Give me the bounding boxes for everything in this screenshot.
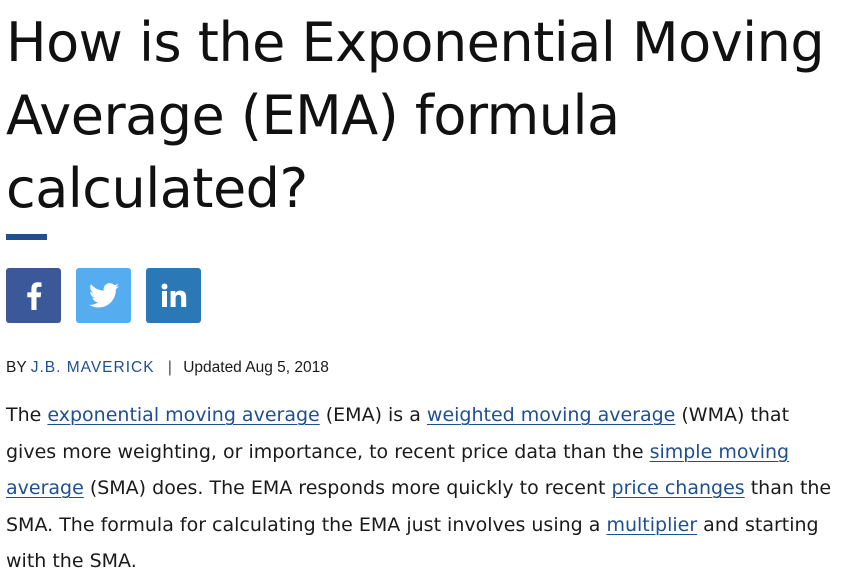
paragraph-text: and starting with the SMA. bbox=[6, 513, 819, 573]
link-price-changes[interactable]: price changes bbox=[611, 477, 745, 499]
share-facebook-button[interactable] bbox=[6, 268, 61, 323]
paragraph-text: (WMA) that gives more weighting, or impo… bbox=[6, 404, 790, 463]
link-weighted-moving-average[interactable]: weighted moving average bbox=[426, 404, 676, 426]
author-link[interactable]: J.B. MAVERICK bbox=[30, 359, 155, 376]
linkedin-icon bbox=[161, 283, 187, 308]
article-byline: BY J.B. MAVERICK | Updated Aug 5, 2018 bbox=[6, 359, 329, 377]
link-multiplier[interactable]: multiplier bbox=[606, 513, 698, 536]
twitter-icon bbox=[88, 283, 119, 308]
byline-separator: | bbox=[167, 359, 172, 376]
byline-prefix: BY bbox=[6, 359, 27, 376]
paragraph-text: (SMA) does. The EMA responds more quickl… bbox=[83, 477, 612, 499]
share-buttons bbox=[6, 268, 216, 323]
link-exponential-moving-average[interactable]: exponential moving average bbox=[47, 404, 320, 426]
paragraph-text: (EMA) is a bbox=[319, 404, 427, 426]
article-paragraph: The exponential moving average (EMA) is … bbox=[6, 397, 836, 580]
paragraph-text: than the SMA. The formula for calculatin… bbox=[6, 477, 832, 536]
link-simple-moving-average[interactable]: simple moving average bbox=[6, 440, 790, 500]
share-linkedin-button[interactable] bbox=[146, 268, 201, 323]
facebook-icon bbox=[26, 281, 42, 310]
paragraph-text: The bbox=[6, 404, 48, 426]
article-title: How is the Exponential Moving Average (E… bbox=[6, 11, 825, 220]
updated-date: Updated Aug 5, 2018 bbox=[183, 359, 329, 376]
share-twitter-button[interactable] bbox=[76, 268, 131, 323]
title-accent-rule bbox=[6, 234, 47, 240]
